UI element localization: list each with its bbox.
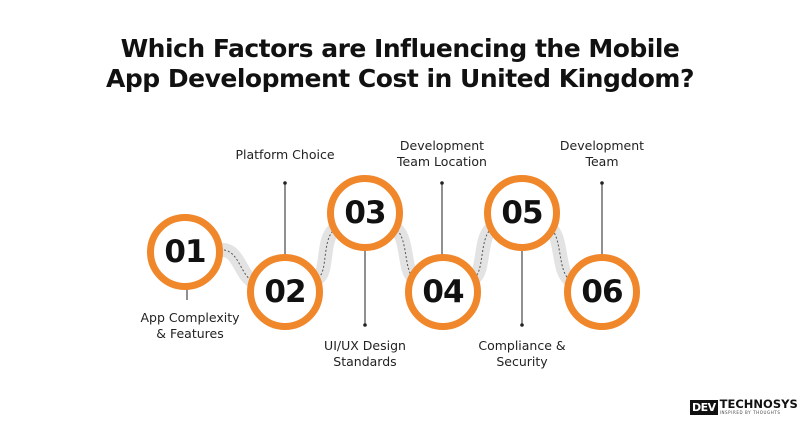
- step-label-06-line-1: Development: [559, 138, 645, 153]
- logo-mark: DEV: [690, 399, 718, 415]
- step-number-02: 02: [264, 274, 306, 310]
- title-line-1: Which Factors are Influencing the Mobile: [120, 34, 680, 63]
- step-circle-02: 02: [247, 254, 323, 330]
- logo-tagline: INSPIRED BY THOUGHTS: [719, 410, 781, 415]
- step-label-05: Compliance & Security: [442, 338, 602, 370]
- step-label-05-line-1: Compliance &: [478, 338, 566, 353]
- step-label-05-line-2: Security: [496, 354, 548, 369]
- step-number-05: 05: [501, 195, 543, 231]
- step-circle-01: 01: [147, 214, 223, 290]
- connector-05-06: [545, 223, 577, 287]
- step-number-03: 03: [344, 195, 386, 231]
- step-label-04-line-2: Team Location: [397, 154, 487, 169]
- pointer-dot-05: [520, 323, 524, 327]
- step-label-01-line-2: & Features: [156, 326, 224, 341]
- step-label-04-line-1: Development: [399, 138, 485, 153]
- brand-logo: DEV TECHNOSYS INSPIRED BY THOUGHTS: [690, 398, 798, 416]
- step-circle-06: 06: [564, 254, 640, 330]
- step-label-01-line-1: App Complexity: [140, 310, 240, 325]
- page-title: Which Factors are Influencing the Mobile…: [0, 34, 800, 94]
- step-number-04: 04: [422, 274, 464, 310]
- step-number-06: 06: [581, 274, 623, 310]
- step-label-02: Platform Choice: [205, 147, 365, 163]
- step-label-02-line-1: Platform Choice: [235, 147, 335, 162]
- logo-wordmark: TECHNOSYS: [719, 397, 798, 411]
- connector-02-03: [311, 223, 341, 285]
- step-circle-04: 04: [405, 254, 481, 330]
- title-line-2: App Development Cost in United Kingdom?: [106, 64, 694, 93]
- step-label-04: Development Team Location: [362, 138, 522, 170]
- pointer-dot-06: [600, 181, 604, 185]
- step-circle-03: 03: [327, 175, 403, 251]
- pointer-dot-04: [440, 181, 444, 185]
- step-label-03: UI/UX Design Standards: [285, 338, 445, 370]
- pointer-dot-03: [363, 323, 367, 327]
- step-label-06-line-2: Team: [585, 154, 619, 169]
- step-number-01: 01: [164, 234, 206, 270]
- step-label-06: Development Team: [522, 138, 682, 170]
- pointer-dot-02: [283, 181, 287, 185]
- step-label-03-line-1: UI/UX Design: [324, 338, 406, 353]
- step-circle-05: 05: [484, 175, 560, 251]
- step-label-01: App Complexity & Features: [110, 310, 270, 342]
- step-label-03-line-2: Standards: [333, 354, 397, 369]
